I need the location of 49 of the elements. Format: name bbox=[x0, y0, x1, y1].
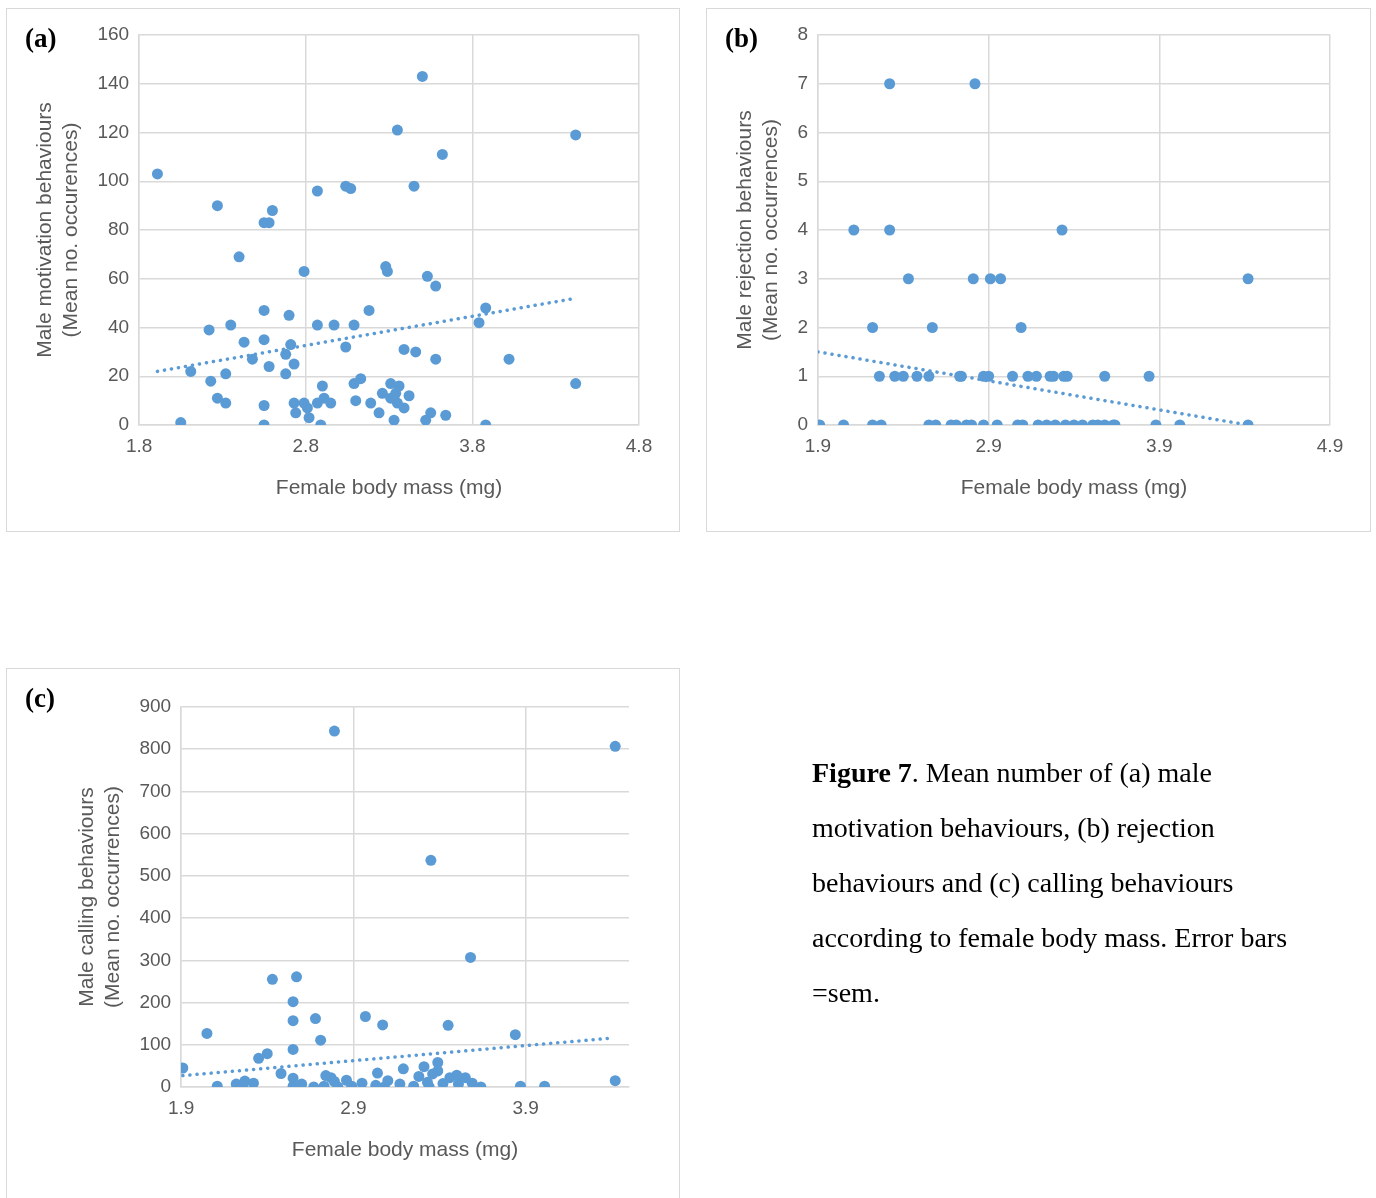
x-tick-label: 1.9 bbox=[167, 1096, 195, 1118]
y-tick-label: 4 bbox=[797, 218, 809, 240]
x-tick-label: 4.8 bbox=[625, 434, 653, 456]
text: (c) bbox=[25, 683, 55, 714]
y-tick-label: 20 bbox=[107, 364, 130, 386]
x-tick-label: 3.9 bbox=[512, 1096, 539, 1118]
y-tick-label: 100 bbox=[139, 1033, 172, 1055]
y-tick-label: 6 bbox=[797, 120, 808, 142]
x-tick-label: 3.8 bbox=[459, 434, 486, 456]
y-tick-label: 2 bbox=[797, 315, 808, 337]
y-tick-label: 8 bbox=[797, 23, 808, 45]
y-axis-title: Male rejection behaviours (Mean no. occurrences) bbox=[732, 110, 781, 350]
y-tick-label: 5 bbox=[797, 169, 808, 191]
y-tick-label: 3 bbox=[797, 266, 808, 288]
y-tick-label: 0 bbox=[160, 1075, 172, 1097]
y-tick-label: 600 bbox=[139, 821, 172, 843]
y-tick-label: 500 bbox=[139, 864, 172, 886]
y-tick-label: 160 bbox=[97, 23, 130, 45]
text: (a) bbox=[25, 23, 57, 54]
x-tick-label: 2.9 bbox=[340, 1096, 367, 1118]
text: Figure 7 bbox=[812, 757, 912, 788]
y-tick-label: 700 bbox=[139, 779, 172, 801]
y-axis-title: Male calling behaviours (Mean no. occurrences) bbox=[74, 786, 123, 1008]
y-tick-label: 100 bbox=[97, 169, 130, 191]
x-axis-title: Female body mass (mg) bbox=[275, 475, 503, 499]
x-axis-title: Female body mass (mg) bbox=[960, 475, 1188, 499]
y-tick-label: 0 bbox=[118, 413, 130, 435]
y-tick-label: 1 bbox=[797, 364, 808, 386]
y-tick-label: 7 bbox=[797, 71, 808, 93]
y-tick-label: 120 bbox=[97, 120, 130, 142]
y-tick-label: 140 bbox=[97, 71, 130, 93]
y-tick-label: 0 bbox=[797, 413, 808, 435]
x-tick-label: 2.8 bbox=[292, 434, 319, 456]
y-tick-label: 40 bbox=[107, 315, 130, 337]
y-tick-label: 60 bbox=[107, 266, 130, 288]
y-tick-label: 80 bbox=[107, 218, 130, 240]
x-tick-label: 1.8 bbox=[125, 434, 153, 456]
x-tick-label: 4.9 bbox=[1316, 434, 1344, 456]
x-tick-label: 1.9 bbox=[804, 434, 832, 456]
y-tick-label: 900 bbox=[139, 695, 172, 717]
text: (b) bbox=[725, 23, 758, 54]
x-axis-title: Female body mass (mg) bbox=[291, 1137, 519, 1161]
x-tick-label: 2.9 bbox=[975, 434, 1002, 456]
y-tick-label: 400 bbox=[139, 906, 172, 928]
y-tick-label: 300 bbox=[139, 948, 172, 970]
y-tick-label: 800 bbox=[139, 737, 172, 759]
y-axis-title: Male motivation behaviours (Mean no. occurences) bbox=[32, 102, 81, 358]
y-tick-label: 200 bbox=[139, 990, 172, 1012]
x-tick-label: 3.9 bbox=[1146, 434, 1173, 456]
